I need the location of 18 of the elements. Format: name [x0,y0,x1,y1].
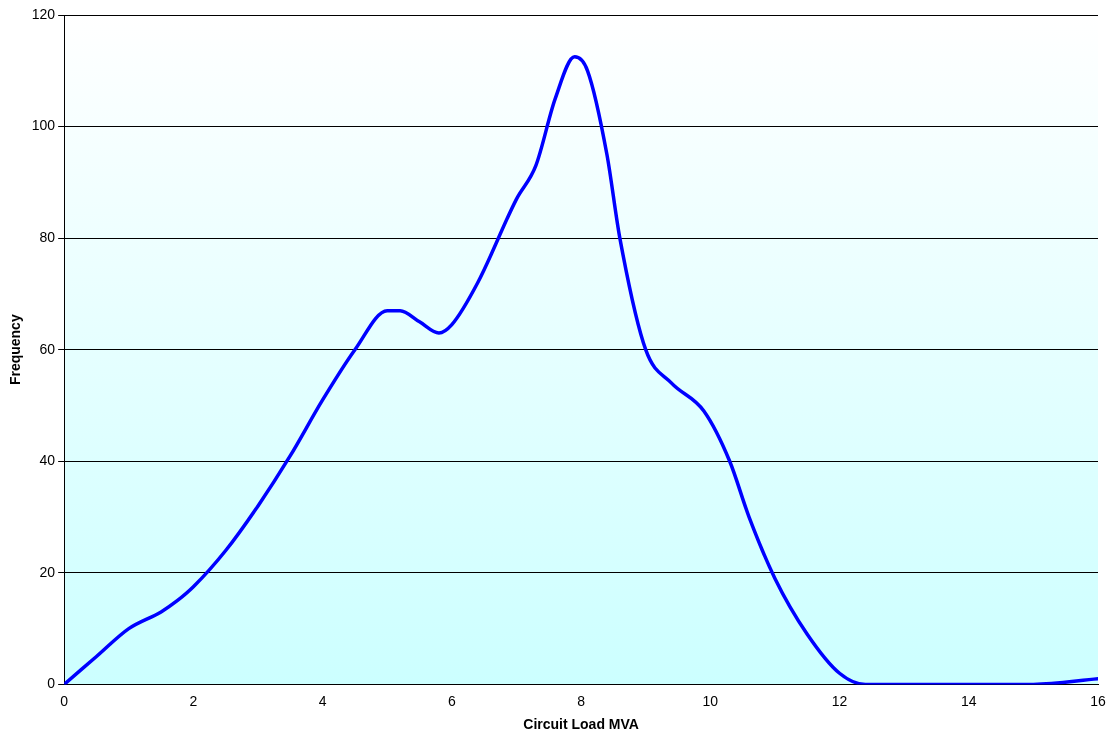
x-tick-label: 10 [702,692,719,709]
x-tick-label: 6 [447,692,456,709]
x-tick-label: 8 [577,692,586,709]
x-tick-label: 12 [831,692,848,709]
y-tick-label: 20 [39,563,56,580]
y-tick-label: 100 [31,117,56,134]
x-tick-label: 4 [318,692,327,709]
y-tick-label: 80 [39,228,56,245]
y-axis-title: Frequency [7,314,24,386]
x-tick-label: 0 [60,692,69,709]
y-tick-label: 0 [47,675,56,692]
x-tick-label: 16 [1090,692,1106,709]
y-tick-label: 120 [31,5,56,22]
x-axis-title: Circuit Load MVA [523,716,639,733]
y-tick-label: 40 [39,452,56,469]
x-tick-label: 2 [189,692,198,709]
x-tick-label: 14 [960,692,977,709]
y-tick-label: 60 [39,340,56,357]
